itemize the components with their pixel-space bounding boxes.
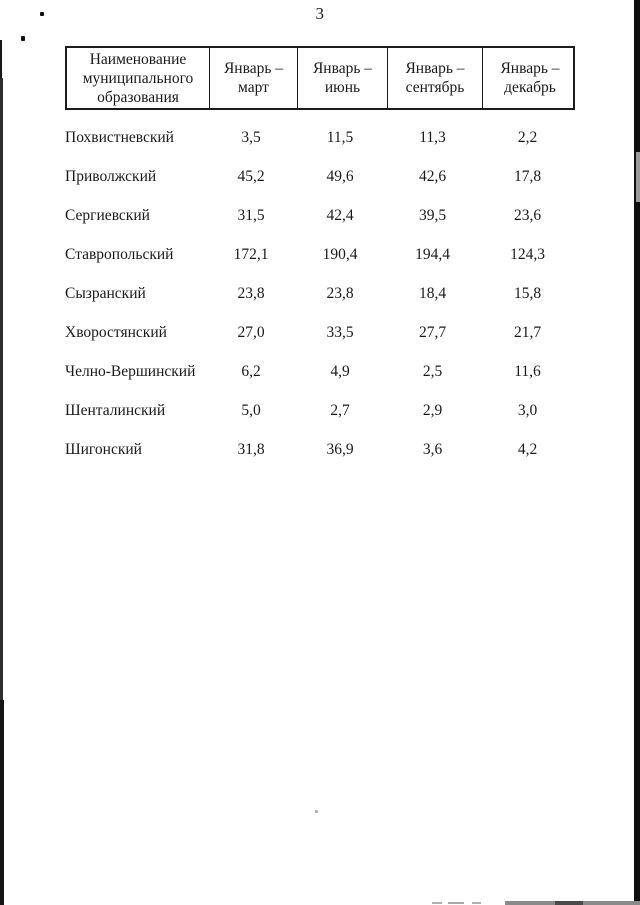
scan-artifact-speck bbox=[315, 810, 318, 813]
scan-artifact-right-edge-light bbox=[636, 152, 640, 202]
row-name: Приволжский bbox=[65, 167, 157, 185]
header-period-line: июнь bbox=[324, 79, 361, 96]
scan-artifact-left-edge-thin bbox=[0, 40, 2, 80]
row-value: 2,2 bbox=[517, 128, 538, 146]
header-period-line: Январь – bbox=[312, 60, 373, 77]
row-name: Шигонский bbox=[65, 440, 142, 458]
row-value: 3,6 bbox=[422, 440, 443, 458]
scan-artifact-bottom-dash bbox=[472, 902, 481, 904]
header-period-line: Январь – bbox=[500, 60, 560, 77]
table-header: Наименование муниципального образования … bbox=[65, 46, 575, 110]
row-value: 15,8 bbox=[513, 284, 542, 302]
row-name: Ставропольский bbox=[65, 245, 174, 263]
row-value: 31,5 bbox=[237, 206, 265, 224]
row-value: 2,7 bbox=[330, 401, 350, 419]
scan-artifact-speck bbox=[21, 36, 25, 41]
row-value: 23,6 bbox=[513, 206, 542, 224]
header-cell-period-jan-sep: Январь – сентябрь bbox=[387, 48, 482, 108]
row-value: 42,6 bbox=[418, 167, 447, 185]
table-row: Хворостянский 27,0 33,5 27,7 21,7 bbox=[65, 313, 575, 352]
scan-artifact-bottom-streak bbox=[555, 901, 583, 905]
header-period-line: декабрь bbox=[504, 79, 556, 96]
scan-artifact-left-edge-bottom bbox=[0, 700, 4, 905]
row-value: 11,3 bbox=[419, 128, 446, 146]
header-name-line: муниципального bbox=[82, 69, 194, 87]
table-row: Сызранский 23,8 23,8 18,4 15,8 bbox=[65, 274, 575, 313]
row-value: 42,4 bbox=[326, 206, 354, 224]
header-period-line: сентябрь bbox=[405, 79, 465, 96]
table-row: Сергиевский 31,5 42,4 39,5 23,6 bbox=[65, 196, 575, 235]
header-name-line: образования bbox=[97, 88, 179, 106]
row-name: Сызранский bbox=[65, 284, 146, 302]
scan-artifact-right-edge bbox=[634, 0, 640, 905]
row-value: 2,9 bbox=[422, 401, 443, 419]
scan-artifact-bottom-dash bbox=[432, 902, 442, 904]
row-name: Сергиевский bbox=[65, 206, 150, 224]
row-value: 3,0 bbox=[517, 401, 538, 419]
header-cell-period-jan-mar: Январь – март bbox=[209, 48, 297, 108]
row-value: 27,0 bbox=[237, 323, 265, 341]
row-value: 39,5 bbox=[418, 206, 447, 224]
row-value: 124,3 bbox=[510, 245, 545, 263]
row-value: 194,4 bbox=[415, 245, 450, 263]
row-name: Хворостянский bbox=[65, 323, 167, 341]
scan-artifact-left-edge bbox=[0, 78, 3, 700]
table-body: Похвистневский 3,5 11,5 11,3 2,2 Приволж… bbox=[65, 118, 575, 469]
row-value: 49,6 bbox=[326, 167, 354, 185]
row-value: 33,5 bbox=[326, 323, 354, 341]
row-value: 3,5 bbox=[241, 128, 261, 146]
scan-artifact-bottom-dash bbox=[448, 902, 464, 904]
table-row: Шенталинский 5,0 2,7 2,9 3,0 bbox=[65, 391, 575, 430]
page-number: 3 bbox=[315, 4, 325, 23]
row-value: 4,2 bbox=[517, 440, 538, 458]
row-name: Шенталинский bbox=[65, 401, 166, 419]
row-value: 21,7 bbox=[513, 323, 542, 341]
row-value: 17,8 bbox=[513, 167, 542, 185]
row-value: 27,7 bbox=[418, 323, 447, 341]
header-period-line: Январь – bbox=[223, 60, 284, 77]
row-name: Челно-Вершинский bbox=[65, 362, 196, 380]
header-cell-period-jan-dec: Январь – декабрь bbox=[482, 48, 577, 108]
table-row: Приволжский 45,2 49,6 42,6 17,8 bbox=[65, 157, 575, 196]
scan-artifact-bottom-streak bbox=[505, 901, 640, 905]
row-value: 6,2 bbox=[241, 362, 261, 380]
row-value: 190,4 bbox=[322, 245, 358, 263]
header-period-line: Январь – bbox=[405, 60, 465, 77]
row-name: Похвистневский bbox=[65, 128, 174, 146]
header-period-line: март bbox=[238, 79, 269, 96]
row-value: 31,8 bbox=[237, 440, 265, 458]
table-row: Шигонский 31,8 36,9 3,6 4,2 bbox=[65, 430, 575, 469]
row-value: 2,5 bbox=[422, 362, 443, 380]
table-row: Челно-Вершинский 6,2 4,9 2,5 11,6 bbox=[65, 352, 575, 391]
row-value: 23,8 bbox=[326, 284, 354, 302]
table-row: Похвистневский 3,5 11,5 11,3 2,2 bbox=[65, 118, 575, 157]
row-value: 45,2 bbox=[237, 167, 265, 185]
row-value: 18,4 bbox=[418, 284, 447, 302]
row-value: 11,6 bbox=[514, 362, 541, 380]
header-cell-name: Наименование муниципального образования bbox=[67, 48, 209, 108]
row-value: 23,8 bbox=[237, 284, 265, 302]
table-row: Ставропольский 172,1 190,4 194,4 124,3 bbox=[65, 235, 575, 274]
row-value: 172,1 bbox=[233, 245, 269, 263]
header-cell-period-jan-jun: Январь – июнь bbox=[297, 48, 387, 108]
header-name-line: Наименование bbox=[89, 50, 187, 68]
row-value: 5,0 bbox=[241, 401, 261, 419]
row-value: 4,9 bbox=[330, 362, 350, 380]
row-value: 11,5 bbox=[326, 128, 354, 146]
row-value: 36,9 bbox=[326, 440, 354, 458]
